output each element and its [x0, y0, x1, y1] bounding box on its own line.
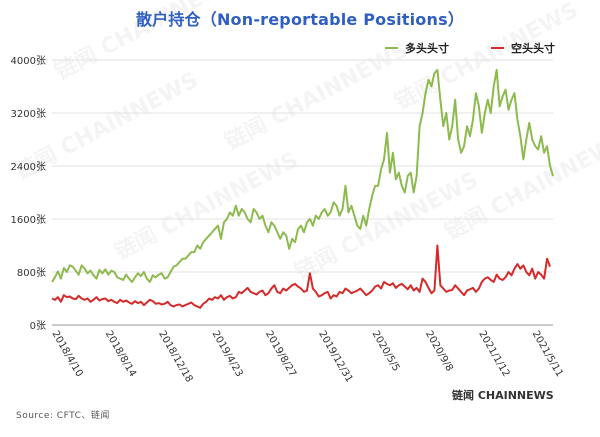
legend-label-short: 空头头寸 [511, 42, 555, 55]
x-tick-label: 2019/4/23 [209, 329, 244, 379]
x-tick-label: 2018/4/10 [49, 329, 84, 379]
brand-logo: 链闻 CHAINNEWS [452, 389, 554, 402]
y-tick-label: 0张 [30, 320, 46, 332]
series-line-short [51, 244, 551, 309]
x-tick-label: 2018/12/18 [156, 329, 194, 384]
x-tick-label: 2018/8/14 [103, 329, 138, 379]
x-tick-label: 2020/5/5 [370, 329, 402, 373]
watermark-text: 链闻 CHAINNEWS [221, 37, 413, 155]
watermark-text: 链闻 CHAINNEWS [111, 147, 303, 265]
legend-swatch-long [385, 47, 398, 49]
x-tick-label: 2020/9/8 [423, 329, 455, 373]
y-axis: 0张 800张 1600张 2400张 3200张 4000张 [11, 55, 46, 332]
x-tick-label: 2021/5/11 [530, 329, 565, 379]
legend-swatch-short [491, 47, 504, 49]
legend-item-long: 多头头寸 [385, 40, 449, 56]
y-tick-label: 800张 [17, 267, 46, 279]
series-layer [51, 68, 554, 309]
x-tick-label: 2021/1/12 [476, 329, 511, 379]
chart-title: 散户持仓（Non-reportable Positions） [135, 10, 465, 29]
y-tick-label: 1600张 [11, 214, 46, 226]
legend-label-long: 多头头寸 [405, 42, 449, 55]
y-tick-label: 2400张 [11, 161, 46, 173]
source-note: Source: CFTC、链闻 [16, 411, 110, 421]
x-tick-label: 2019/8/27 [263, 329, 298, 379]
y-tick-label: 4000张 [11, 55, 46, 67]
legend-item-short: 空头头寸 [491, 40, 555, 56]
x-tick-label: 2019/12/31 [316, 329, 354, 384]
y-tick-label: 3200张 [11, 108, 46, 120]
series-line-long [51, 68, 554, 283]
x-axis: 2018/4/10 2018/8/14 2018/12/18 2019/4/23 201… [49, 324, 565, 384]
